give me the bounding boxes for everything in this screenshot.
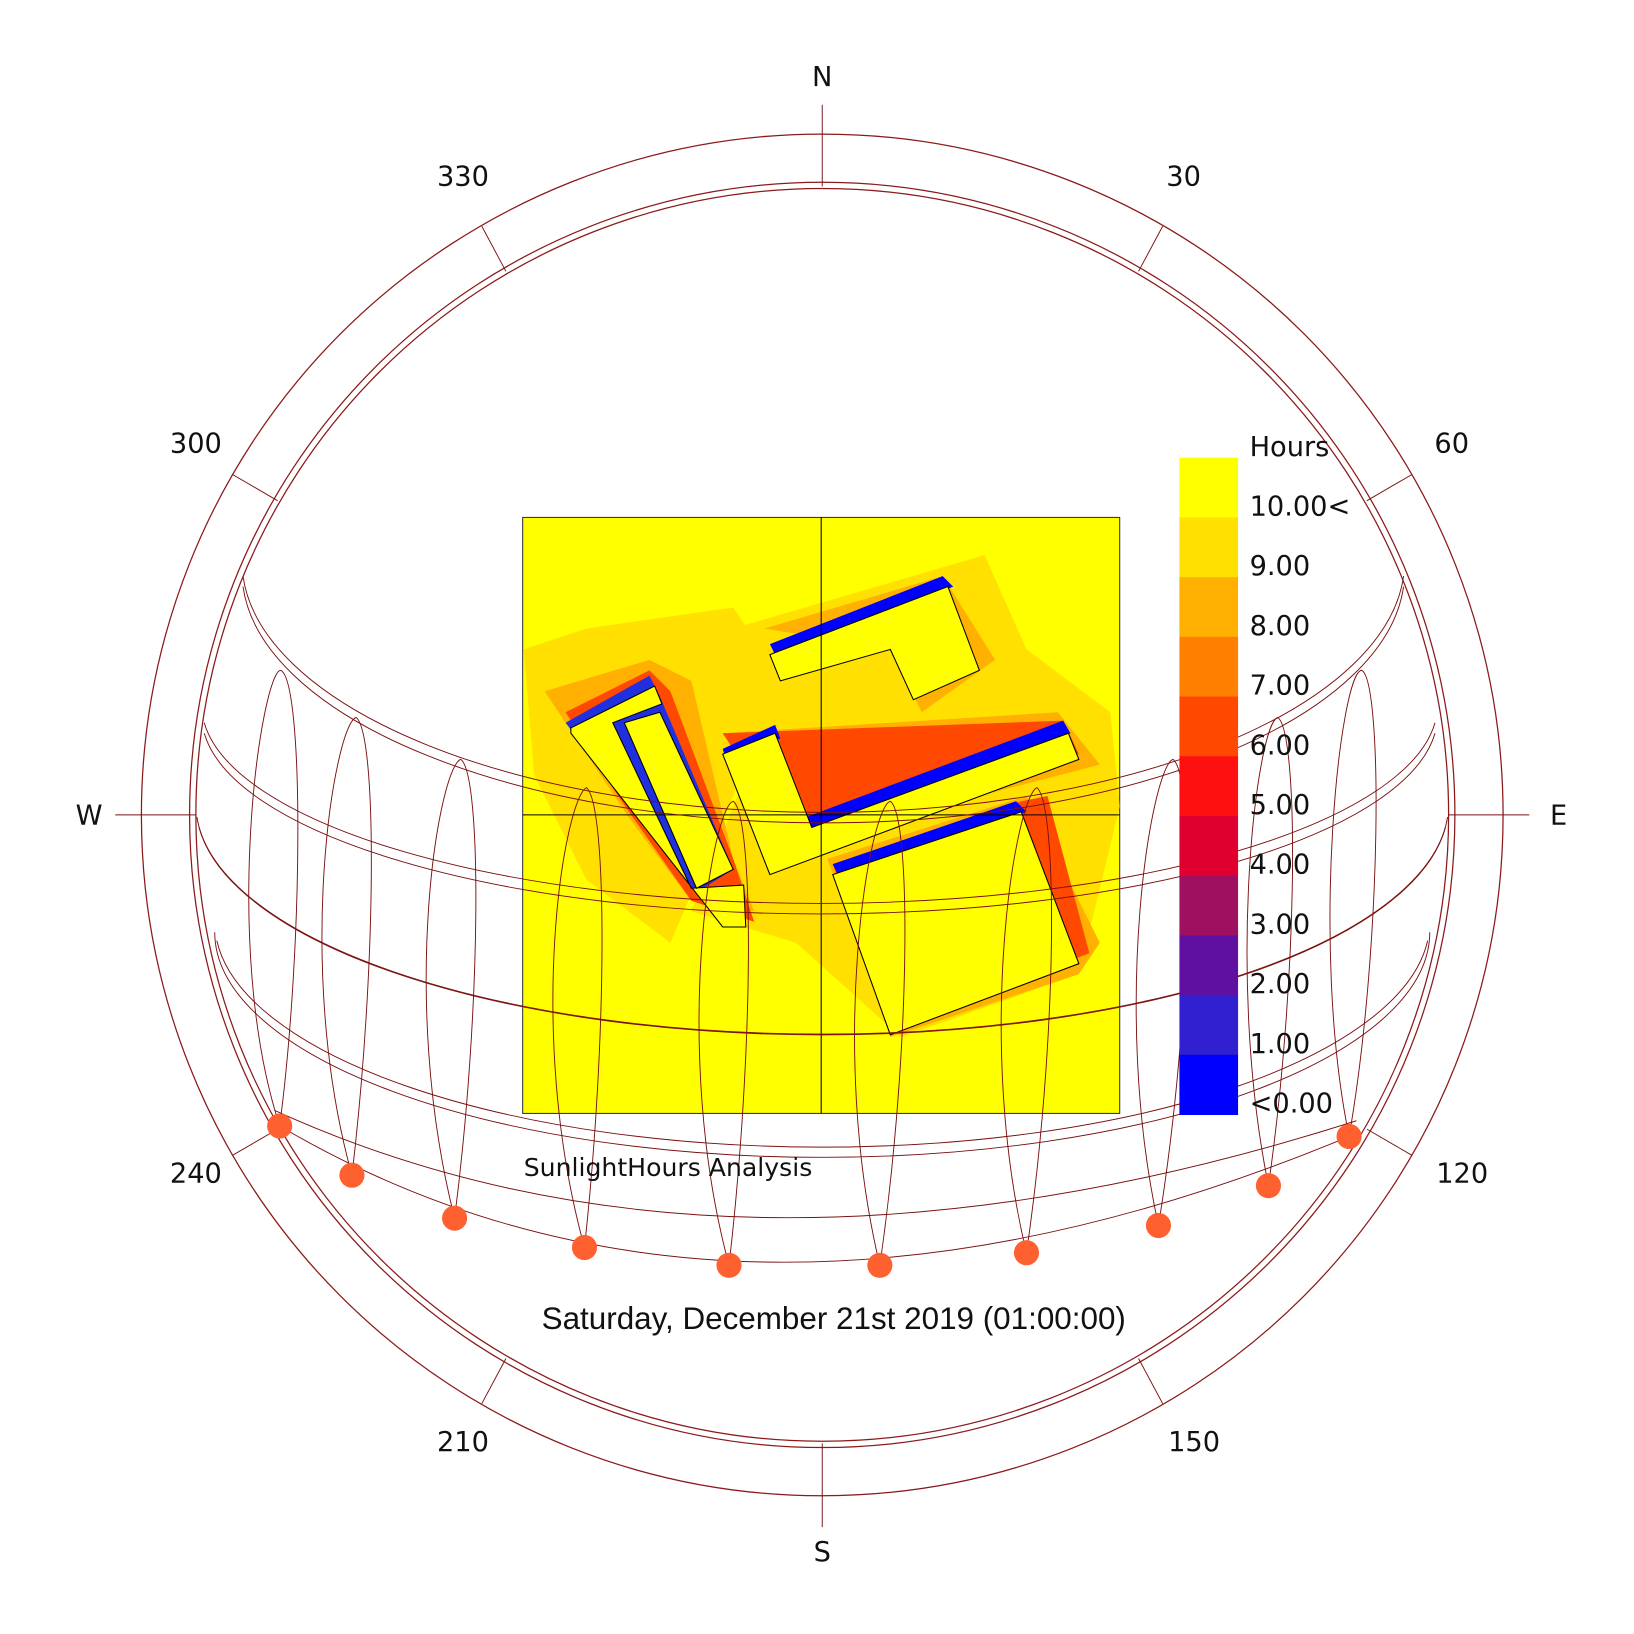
bearing-label: 300 xyxy=(170,429,222,460)
legend-label: 2.00 xyxy=(1250,969,1311,1000)
legend-swatch xyxy=(1179,935,1239,996)
legend-swatch xyxy=(1179,577,1239,638)
legend-swatch xyxy=(1179,875,1239,936)
compass-rings xyxy=(115,104,1530,1528)
bearing-label: 150 xyxy=(1168,1427,1220,1458)
legend-swatch xyxy=(1179,815,1239,877)
legend-label: <0.00 xyxy=(1250,1089,1333,1120)
sunlight-heatmap xyxy=(522,516,1121,1114)
legend-label: 3.00 xyxy=(1250,909,1311,940)
legend-swatch xyxy=(1179,696,1239,757)
legend-swatch xyxy=(1179,995,1239,1056)
legend-title: Hours xyxy=(1250,432,1330,463)
bearing-label: 330 xyxy=(437,162,489,193)
bearing-label: 240 xyxy=(170,1159,222,1190)
legend-swatch xyxy=(1179,756,1239,817)
bearing-label: 30 xyxy=(1166,162,1201,193)
analemmas xyxy=(248,669,1377,1266)
legend-label: 6.00 xyxy=(1250,730,1311,761)
sun-positions xyxy=(267,1113,1362,1278)
legend-swatch xyxy=(1179,457,1239,518)
legend-label: 1.00 xyxy=(1250,1029,1311,1060)
date-label: Saturday, December 21st 2019 (01:00:00) xyxy=(542,1301,1126,1336)
legend-label: 5.00 xyxy=(1250,790,1311,821)
bearing-label: 120 xyxy=(1436,1159,1488,1190)
bearing-label: 210 xyxy=(437,1427,489,1458)
bearing-label: 60 xyxy=(1434,429,1469,460)
legend-label: 9.00 xyxy=(1250,551,1311,582)
legend-label: 10.00< xyxy=(1250,492,1351,523)
analysis-title: SunlightHours Analysis xyxy=(524,1153,813,1182)
legend: Hours 10.00< 9.00 8.00 7.00 6.00 5.00 4.00 3.00… xyxy=(1179,432,1350,1120)
compass-east: E xyxy=(1550,801,1567,832)
legend-label: 4.00 xyxy=(1250,850,1311,881)
legend-swatch xyxy=(1179,1054,1239,1115)
legend-label: 8.00 xyxy=(1250,611,1311,642)
compass-west: W xyxy=(76,801,103,832)
legend-label: 7.00 xyxy=(1250,671,1311,702)
legend-swatch xyxy=(1179,636,1239,698)
legend-swatch xyxy=(1179,517,1239,578)
compass-south: S xyxy=(814,1537,831,1568)
sun-path-arcs xyxy=(196,576,1449,1263)
compass-north: N xyxy=(812,62,832,93)
